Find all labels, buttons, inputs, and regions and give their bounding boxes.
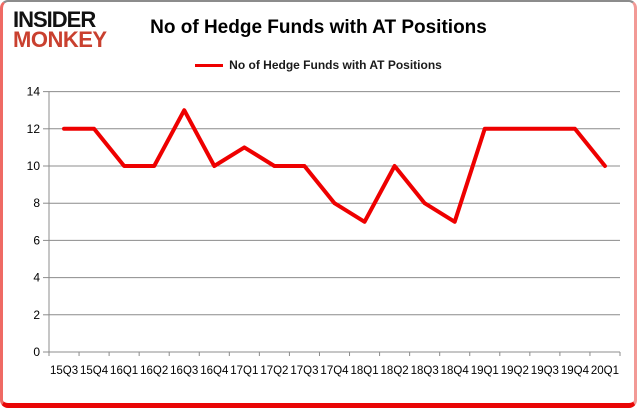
x-axis-label: 19Q1 xyxy=(471,365,499,377)
legend-line-marker xyxy=(195,63,224,67)
y-axis-label: 4 xyxy=(33,271,40,285)
y-axis-label: 0 xyxy=(33,345,40,359)
x-axis-label: 16Q1 xyxy=(110,365,138,377)
y-axis-label: 8 xyxy=(33,196,40,210)
insider-monkey-logo: INSIDER MONKEY xyxy=(13,7,107,53)
x-axis-label: 17Q4 xyxy=(320,365,349,377)
x-axis-label: 19Q2 xyxy=(501,365,529,377)
x-axis-label: 18Q3 xyxy=(411,365,439,377)
x-axis-label: 16Q4 xyxy=(200,365,229,377)
y-axis-label: 6 xyxy=(33,233,40,247)
logo-text-insider: INSIDER xyxy=(13,7,96,32)
data-line xyxy=(62,108,607,224)
x-axis-label: 16Q3 xyxy=(170,365,198,377)
y-axis-label: 2 xyxy=(33,308,40,322)
x-axis-label: 18Q2 xyxy=(381,365,409,377)
logo-text-monkey: MONKEY xyxy=(13,27,107,53)
legend-label: No of Hedge Funds with AT Positions xyxy=(229,58,442,72)
chart-title: No of Hedge Funds with AT Positions xyxy=(150,17,487,38)
y-axis-label: 10 xyxy=(27,159,41,173)
x-axis-label: 18Q1 xyxy=(350,365,378,377)
y-axis-label: 12 xyxy=(27,122,41,136)
x-axis-label: 17Q3 xyxy=(290,365,318,377)
x-axis-label: 19Q4 xyxy=(561,365,590,377)
x-axis-label: 15Q4 xyxy=(80,365,109,377)
x-axis-label: 16Q2 xyxy=(140,365,168,377)
legend: No of Hedge Funds with AT Positions xyxy=(3,58,634,72)
x-axis-label: 15Q3 xyxy=(50,365,78,377)
x-axis-label: 19Q3 xyxy=(531,365,559,377)
x-axis-label: 17Q2 xyxy=(260,365,288,377)
x-axis-label: 20Q1 xyxy=(591,365,619,377)
y-axis-label: 14 xyxy=(27,85,41,99)
x-axis-label: 18Q4 xyxy=(441,365,470,377)
x-axis-label: 17Q1 xyxy=(230,365,258,377)
